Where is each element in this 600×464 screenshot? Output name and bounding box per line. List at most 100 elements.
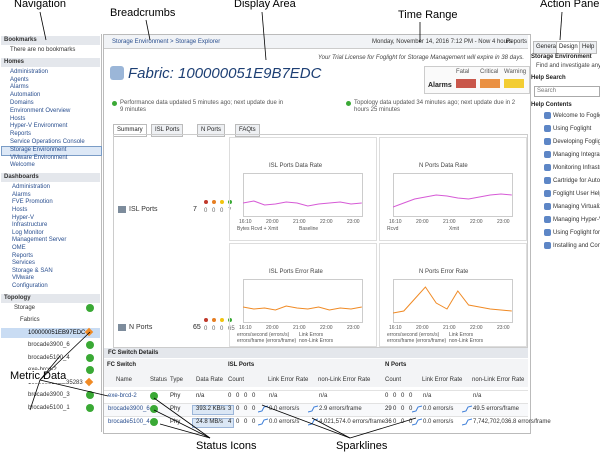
nav-section-bar (1, 36, 100, 45)
tab[interactable]: Summary (113, 124, 147, 138)
search-input[interactable]: Search (537, 88, 557, 94)
nav-item[interactable]: Welcome (10, 162, 35, 169)
nav-item[interactable]: OME (12, 245, 26, 251)
nav-item[interactable]: Hyper-V (12, 214, 35, 221)
chart-panel (379, 243, 527, 347)
help-item[interactable]: Using Foglight for S... (553, 230, 600, 236)
alarm-level-cell (480, 79, 500, 88)
chart-trace (393, 193, 512, 208)
annotation-label: Display Area (234, 0, 296, 12)
chart-x-tick: 20:00 (416, 219, 429, 225)
nav-section-title[interactable]: Dashboards (4, 174, 39, 181)
topology-item[interactable]: brocade5100_1 (28, 404, 70, 411)
nav-section-title[interactable]: Topology (4, 294, 31, 301)
topology-item[interactable]: brocade5100_4 (28, 354, 70, 361)
nav-item[interactable]: VMware (12, 275, 35, 282)
nav-item[interactable]: Configuration (12, 283, 48, 289)
alarm-count: 0 (220, 208, 224, 214)
time-range[interactable]: Monday, November 14, 2016 7:12 PM - Now … (372, 39, 512, 45)
tab[interactable]: ISL Ports (151, 124, 184, 138)
switch-type: Phy (170, 393, 181, 399)
topology-item[interactable]: 100000051EB97EDC (28, 329, 86, 336)
help-item[interactable]: Cartridge for Autom... (553, 178, 600, 184)
nav-item[interactable]: FVE Promotion (12, 199, 53, 206)
chart-x-tick: 20:00 (266, 325, 279, 331)
switch-name[interactable]: brocade3900_6 (108, 406, 150, 412)
help-item[interactable]: Managing Virtualiz... (553, 204, 600, 210)
nav-item[interactable]: Administration (12, 184, 51, 191)
chart-plot (243, 279, 363, 323)
nav-item[interactable]: Hosts (10, 115, 26, 122)
chart-legend: Rcvd (387, 226, 399, 232)
table-column-header[interactable]: non-Link Error Rate (318, 377, 371, 383)
tab[interactable]: FAQts (235, 124, 260, 138)
help-item[interactable]: Welcome to Foglight (553, 113, 600, 119)
switch-name[interactable]: brocade5100_4 (108, 419, 150, 425)
nav-item[interactable]: Log Monitor (12, 229, 44, 236)
tab[interactable]: N Ports (197, 124, 226, 138)
nav-section-title[interactable]: Homes (4, 58, 25, 65)
table-column-header[interactable]: Type (170, 377, 184, 383)
alarm-level-cell (504, 79, 524, 88)
nav-selected-row (1, 145, 102, 156)
nav-item[interactable]: Management Server (12, 237, 67, 244)
port-label[interactable]: N Ports (129, 324, 153, 331)
reports-button[interactable]: Reports (506, 39, 528, 45)
topology-item[interactable]: brocade3900_3 (28, 392, 70, 399)
topology-item[interactable]: Storage (14, 304, 36, 311)
nav-item[interactable]: There are no bookmarks (10, 47, 76, 53)
nav-item[interactable]: Domains (10, 100, 34, 106)
sparkline (462, 418, 472, 426)
panel-tab[interactable]: Design (556, 41, 581, 55)
topology-item[interactable]: Fabrics (20, 317, 40, 324)
help-item[interactable]: Foglight User Help (553, 191, 600, 197)
table-column-header[interactable]: Status (150, 377, 168, 383)
chart-plot (393, 173, 513, 217)
table-row (104, 390, 528, 403)
panel-tab[interactable]: Help (579, 41, 598, 55)
panel-text: Storage Environment (531, 54, 592, 60)
nav-section-bar (1, 293, 100, 303)
help-item[interactable]: Developing Foglight (553, 139, 600, 145)
plot-frame (393, 173, 513, 217)
help-item[interactable]: Managing Integrati... (553, 152, 600, 158)
nav-item[interactable]: Storage & SAN (12, 267, 53, 274)
port-label[interactable]: ISL Ports (129, 206, 158, 213)
nav-item[interactable]: Services (12, 260, 36, 267)
table-column-header[interactable]: Data Rate (196, 377, 224, 383)
breadcrumb[interactable]: Storage Environment > Storage Explorer (112, 39, 221, 45)
nav-item[interactable]: Reports (10, 131, 32, 138)
table-column-header[interactable]: Link Error Rate (268, 377, 309, 383)
annotation-label: Status Icons (196, 440, 257, 454)
nav-item[interactable]: Automation (10, 92, 41, 99)
nav-item[interactable]: Reports (12, 252, 34, 259)
help-item[interactable]: Monitoring Infrastr... (553, 165, 600, 171)
nav-item[interactable]: Alarms (12, 191, 31, 198)
nav-item[interactable]: Service Operations Console (10, 139, 85, 145)
nav-item[interactable]: Storage Environment (10, 146, 67, 153)
topology-item[interactable]: brocade3900_6 (28, 342, 70, 349)
table-column-header[interactable]: non-Link Error Rate (472, 377, 525, 383)
switch-name[interactable]: exe-brcd-2 (108, 393, 137, 399)
help-item[interactable]: Installing and Conf... (553, 243, 600, 249)
help-book-icon (544, 125, 551, 132)
nav-item[interactable]: Agents (10, 76, 29, 83)
nav-item[interactable]: Alarms (10, 84, 29, 91)
help-book-icon (544, 229, 551, 236)
nav-item[interactable]: Infrastructure (12, 222, 48, 229)
table-column-header[interactable]: Link Error Rate (422, 377, 463, 383)
nav-item[interactable]: Administration (10, 68, 49, 75)
table-column-header[interactable]: Count (228, 377, 245, 383)
annotation-label: Breadcrumbs (110, 7, 176, 21)
help-item[interactable]: Using Foglight (553, 126, 592, 132)
nav-item[interactable]: Environment Overview (10, 107, 71, 114)
nav-section-title[interactable]: Bookmarks (4, 37, 37, 43)
nav-item[interactable]: Hyper-V Environment (10, 123, 68, 130)
nav-item[interactable]: Hosts (12, 207, 28, 213)
table-column-header[interactable]: Count (385, 377, 402, 383)
nav-item[interactable]: VMware Environment (10, 154, 68, 161)
sparkline-trace (412, 418, 422, 426)
table-column-header[interactable]: Name (116, 377, 133, 383)
help-item[interactable]: Managing Hyper-V (553, 217, 600, 223)
